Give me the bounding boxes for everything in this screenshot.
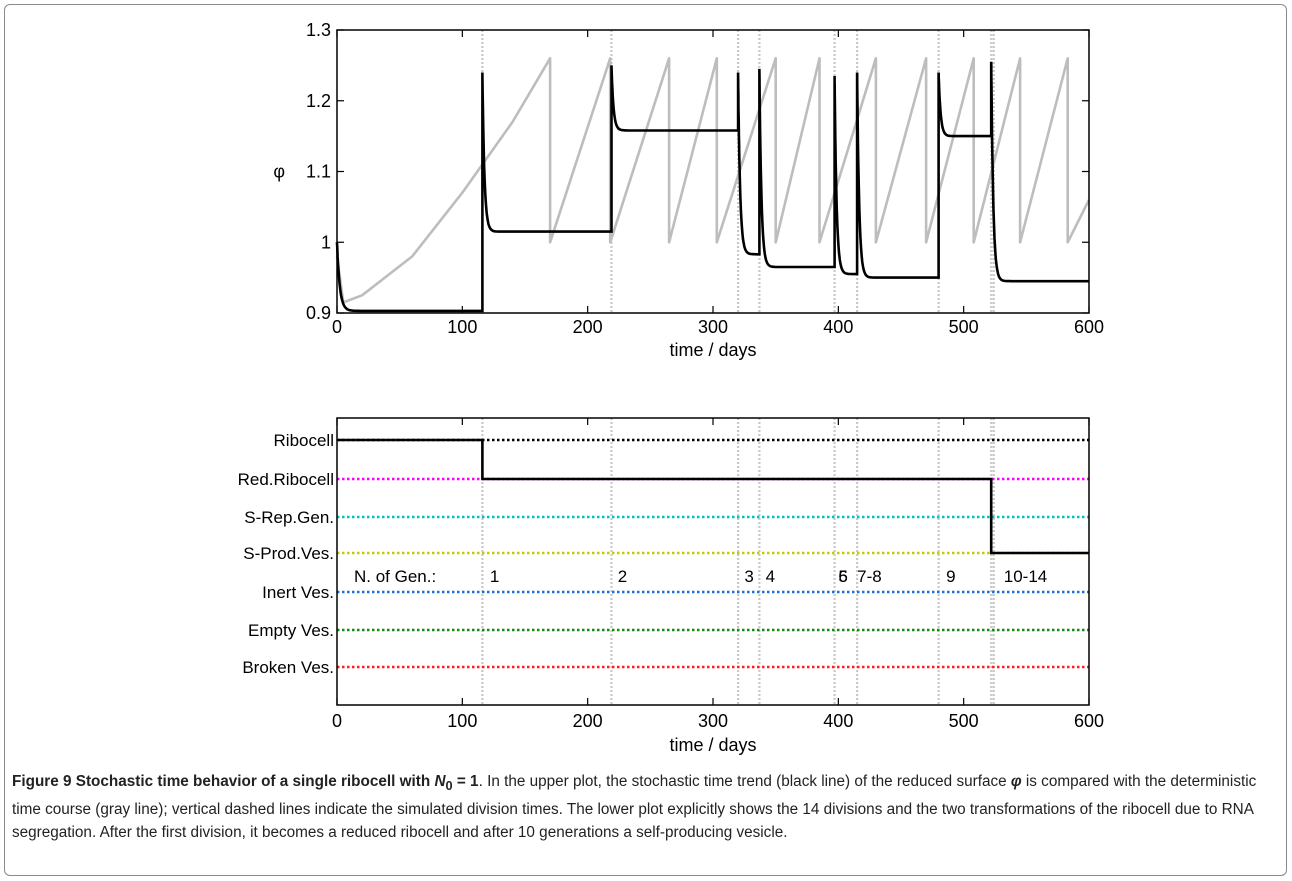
caption-title-math: N bbox=[434, 773, 446, 790]
generation-label-5: 5 bbox=[838, 567, 847, 586]
category-label-3: S-Prod.Ves. bbox=[243, 544, 334, 563]
caption-label: Figure 9 bbox=[12, 773, 72, 790]
generation-label-2: 3 bbox=[744, 567, 753, 586]
generation-label-7: 9 bbox=[946, 567, 955, 586]
lower-x-tick-label-2: 200 bbox=[573, 711, 603, 731]
lower-state-trajectory bbox=[337, 438, 1089, 555]
category-label-2: S-Rep.Gen. bbox=[244, 508, 334, 527]
lower-category-lines bbox=[337, 438, 1089, 669]
upper-y-axis-label: φ bbox=[273, 162, 285, 182]
caption-text-a: . In the upper plot, the stochastic time… bbox=[478, 773, 1011, 790]
upper-y-tick-label-1: 1 bbox=[321, 232, 331, 252]
generation-title: N. of Gen.: bbox=[354, 567, 436, 586]
lower-x-tick-label-5: 500 bbox=[949, 711, 979, 731]
generation-label-1: 2 bbox=[618, 567, 627, 586]
upper-y-tick-label-4: 1.3 bbox=[306, 20, 331, 40]
upper-deterministic-series bbox=[335, 57, 1091, 304]
upper-x-tick-label-4: 400 bbox=[823, 317, 853, 337]
upper-y-tick-label-2: 1.1 bbox=[306, 162, 331, 182]
upper-x-tick-label-1: 100 bbox=[447, 317, 477, 337]
generation-label-0: 1 bbox=[490, 567, 499, 586]
upper-x-axis-label: time / days bbox=[669, 340, 756, 360]
lower-x-axis-label: time / days bbox=[669, 735, 756, 755]
upper-x-tick-label-5: 500 bbox=[949, 317, 979, 337]
caption-title: Stochastic time behavior of a single rib… bbox=[75, 773, 479, 794]
lower-plot: Ribocell Red.Ribocell S-Rep.Gen. S-Prod.Ves… bbox=[238, 417, 1104, 755]
lower-generation-labels: N. of Gen.: 1 2 3 4 65 7-8 9 10-14 bbox=[354, 567, 1047, 586]
lower-division-lines bbox=[481, 418, 995, 705]
upper-x-tick-label-6: 600 bbox=[1074, 317, 1104, 337]
upper-stochastic-series bbox=[335, 61, 1089, 313]
category-label-1: Red.Ribocell bbox=[238, 470, 334, 489]
figure-caption: Figure 9 Stochastic time behavior of a s… bbox=[12, 770, 1280, 845]
category-label-0: Ribocell bbox=[274, 431, 334, 450]
category-label-5: Empty Ves. bbox=[248, 621, 334, 640]
category-label-6: Broken Ves. bbox=[242, 658, 334, 677]
generation-label-4: 6 bbox=[838, 567, 847, 586]
caption-text-b: is compared with the deterministic time … bbox=[12, 773, 1257, 842]
lower-plot-frame bbox=[336, 417, 1090, 706]
lower-x-tick-label-4: 400 bbox=[823, 711, 853, 731]
upper-x-tick-label-2: 200 bbox=[573, 317, 603, 337]
upper-division-lines bbox=[481, 30, 995, 313]
caption-title-text: Stochastic time behavior of a single rib… bbox=[75, 773, 431, 790]
figure-frame bbox=[4, 4, 1287, 876]
upper-x-tick-label-0: 0 bbox=[332, 317, 342, 337]
caption-title-math-sub: 0 bbox=[445, 778, 453, 794]
category-label-4: Inert Ves. bbox=[262, 583, 334, 602]
upper-x-tick-label-3: 300 bbox=[698, 317, 728, 337]
lower-category-labels: Ribocell Red.Ribocell S-Rep.Gen. S-Prod.Ves… bbox=[238, 431, 334, 677]
lower-x-tick-label-6: 600 bbox=[1074, 711, 1104, 731]
generation-label-6: 7-8 bbox=[857, 567, 882, 586]
lower-x-tick-label-0: 0 bbox=[332, 711, 342, 731]
stochastic-line bbox=[335, 61, 1089, 313]
caption-phi: φ bbox=[1010, 773, 1022, 790]
generation-label-3: 4 bbox=[766, 567, 775, 586]
deterministic-line bbox=[335, 57, 1091, 304]
lower-x-tick-label-3: 300 bbox=[698, 711, 728, 731]
figure-svg: 0 100 200 300 400 500 600 0.9 1 1.1 1.2 1.3 time /… bbox=[238, 20, 1104, 755]
upper-plot: 0 100 200 300 400 500 600 0.9 1 1.1 1.2 1.3 time /… bbox=[273, 20, 1104, 360]
caption-title-math-tail: = 1 bbox=[452, 773, 479, 790]
upper-y-tick-label-3: 1.2 bbox=[306, 91, 331, 111]
upper-y-tick-label-0: 0.9 bbox=[306, 303, 331, 323]
generation-label-8: 10-14 bbox=[1004, 567, 1047, 586]
lower-x-tick-label-1: 100 bbox=[447, 711, 477, 731]
lower-x-ticks: 0 100 200 300 400 500 600 bbox=[332, 418, 1104, 731]
state-trajectory-line bbox=[337, 438, 1089, 555]
upper-y-ticks: 0.9 1 1.1 1.2 1.3 bbox=[306, 20, 1089, 323]
upper-x-ticks: 0 100 200 300 400 500 600 bbox=[332, 30, 1104, 337]
